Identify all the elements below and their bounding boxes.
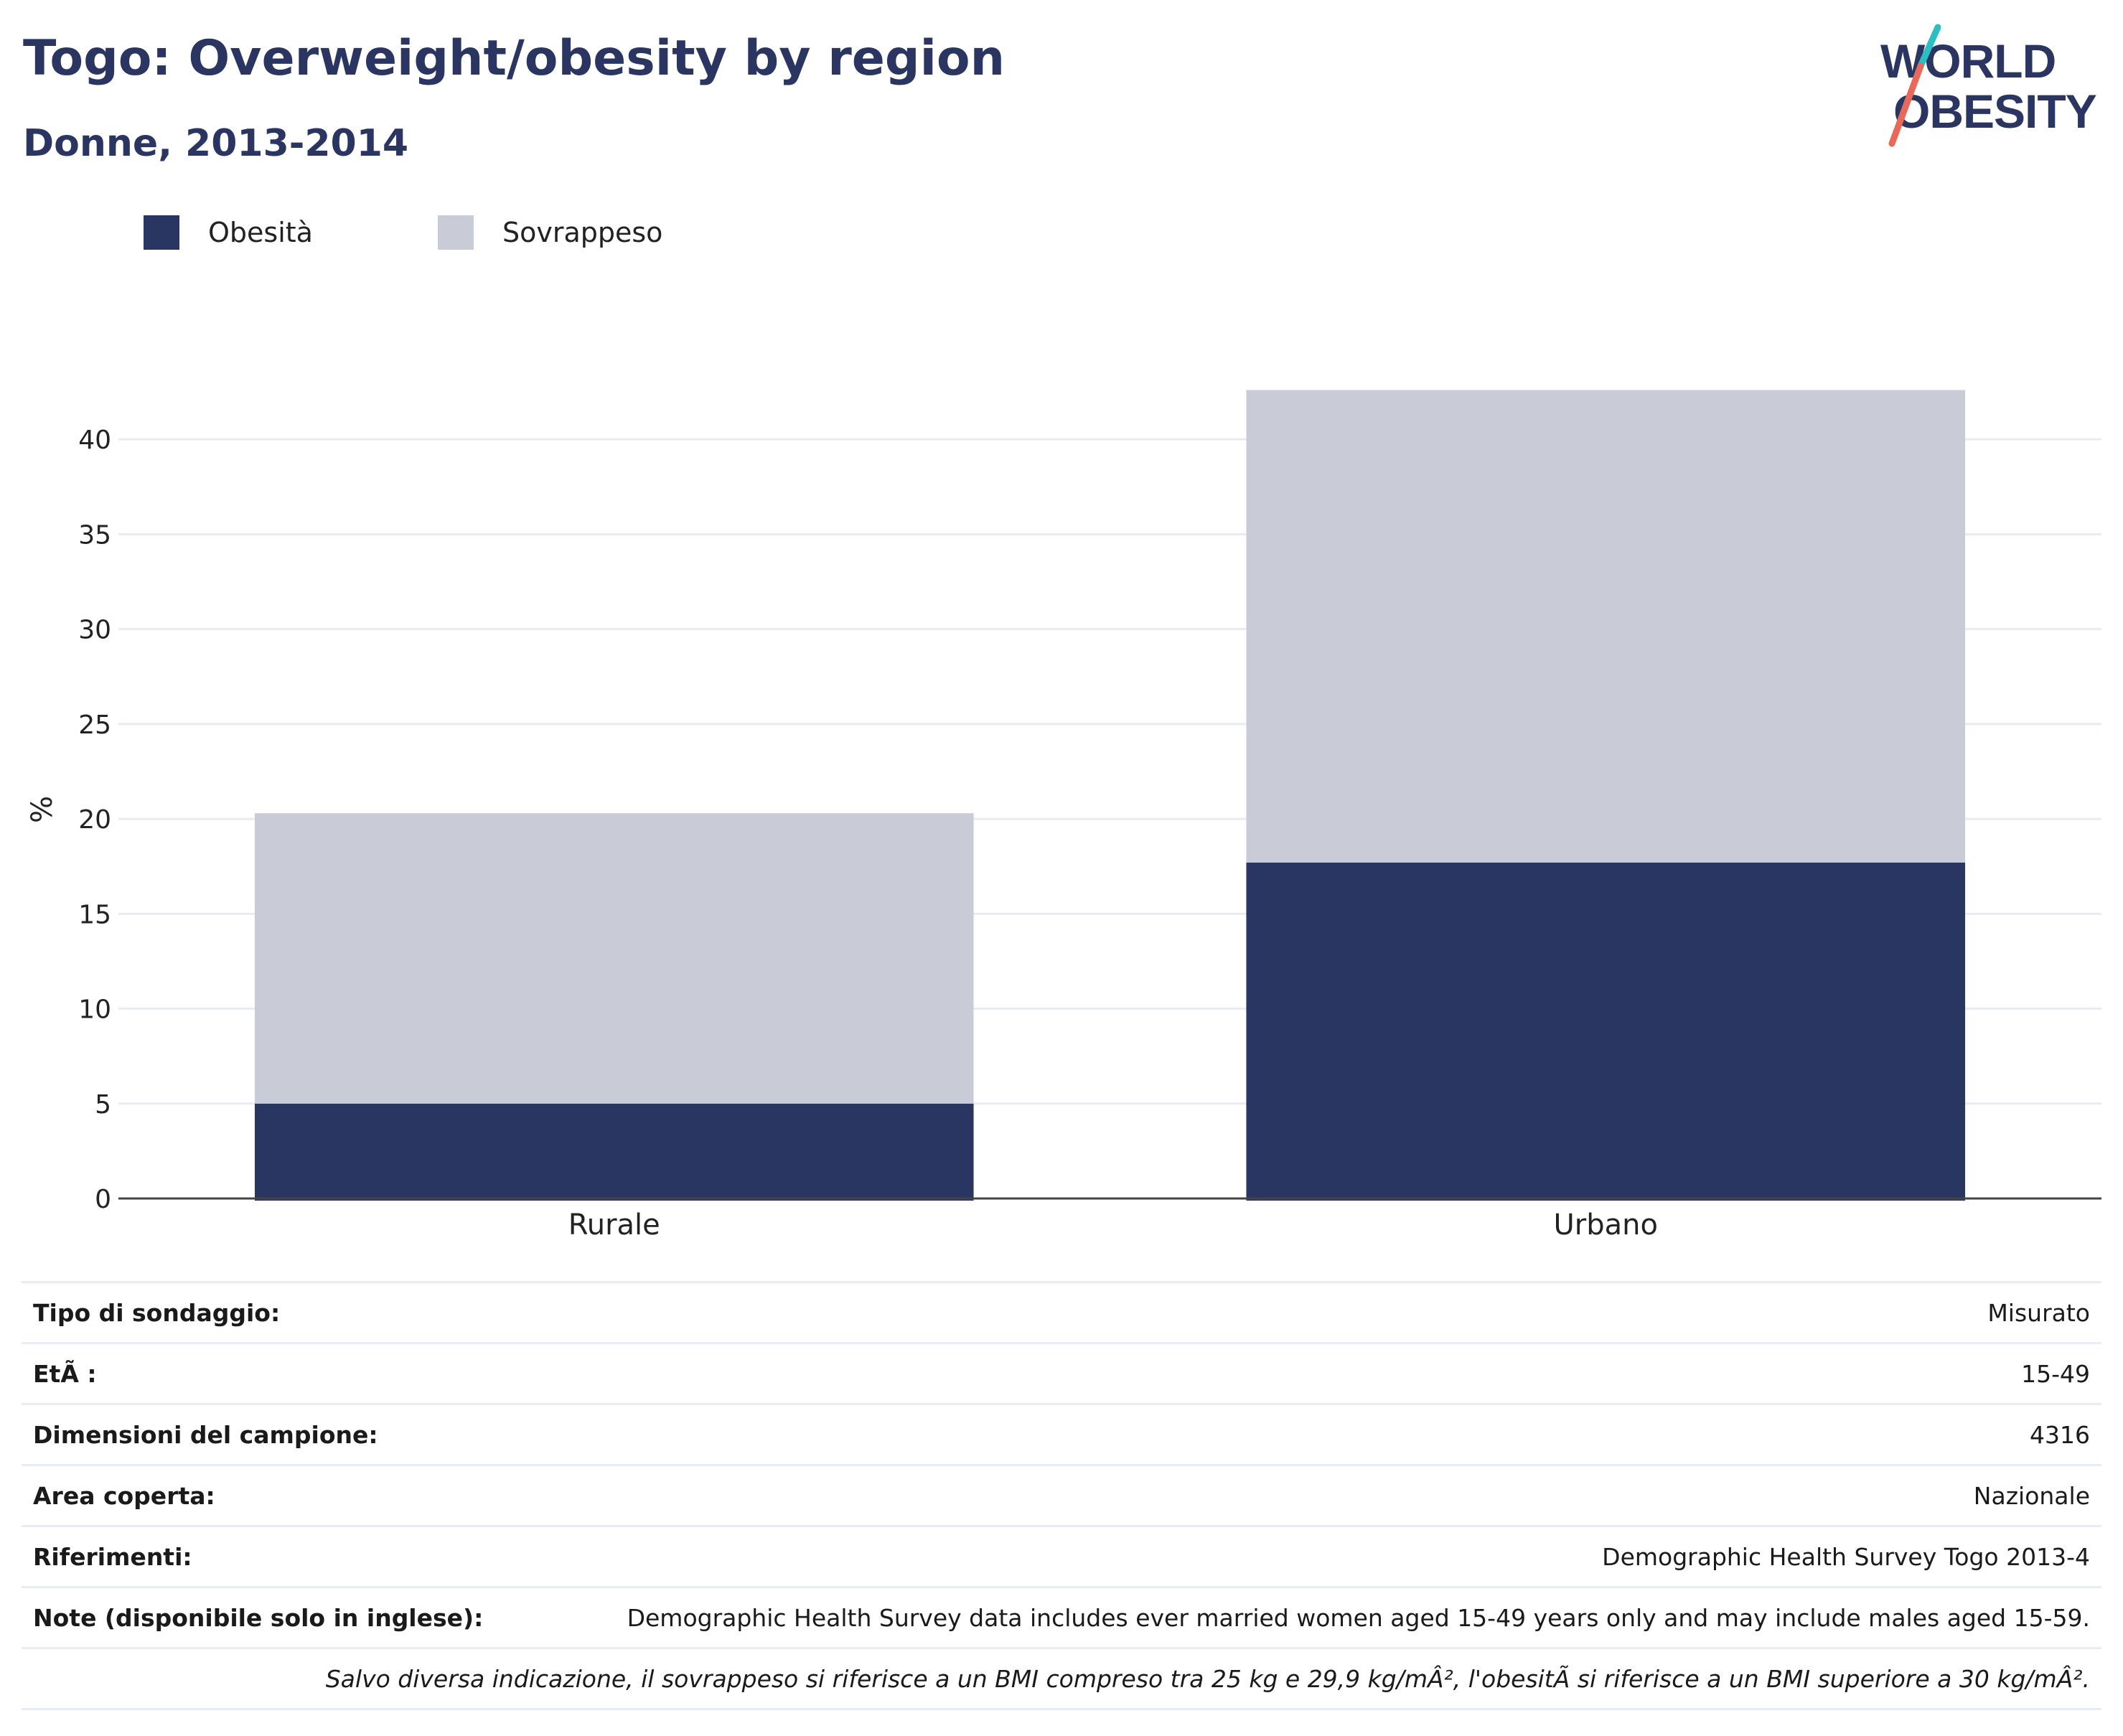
bar-obesity <box>254 1103 974 1201</box>
info-key: Dimensioni del campione: <box>22 1403 524 1465</box>
info-value: Nazionale <box>523 1464 2101 1526</box>
y-tick-label: 5 <box>95 1090 111 1120</box>
footnote-row: Salvo diversa indicazione, il sovrappeso… <box>22 1647 2101 1710</box>
info-value: Demographic Health Survey Togo 2013-4 <box>523 1525 2101 1587</box>
y-tick-label: 30 <box>78 616 111 645</box>
chart-subtitle: Donne, 2013-2014 <box>23 122 409 165</box>
y-tick-label: 0 <box>95 1185 111 1214</box>
svg-text:OBESITY: OBESITY <box>1893 85 2096 138</box>
info-key: Note (disponibile solo in inglese): <box>22 1586 524 1649</box>
legend-label-overweight: Sovrappeso <box>502 217 663 248</box>
svg-text:WORLD: WORLD <box>1880 34 2056 88</box>
stacked-bar-chart: 0 5 10 15 20 25 30 35 40% Rurale Urbano <box>26 390 2101 1242</box>
info-key: EtÃ : <box>22 1342 524 1404</box>
chart-title: Togo: Overweight/obesity by region <box>23 30 1006 87</box>
footnote: Salvo diversa indicazione, il sovrappeso… <box>22 1647 2101 1710</box>
legend-swatch-obesity <box>144 215 179 250</box>
x-tick-label: Urbano <box>1554 1209 1658 1242</box>
info-row: Riferimenti: Demographic Health Survey To… <box>22 1525 2101 1587</box>
info-row: Dimensioni del campione: 4316 <box>22 1403 2101 1465</box>
y-tick-label: 20 <box>78 805 111 835</box>
info-row: Tipo di sondaggio: Misurato <box>22 1281 2101 1343</box>
legend-swatch-overweight <box>438 215 474 250</box>
world-obesity-logo: WORLD OBESITY <box>1880 24 2097 147</box>
info-row: Area coperta: Nazionale <box>22 1464 2101 1526</box>
info-value: Misurato <box>523 1281 2101 1343</box>
legend-label-obesity: Obesità <box>208 217 313 248</box>
bar-obesity <box>1246 862 1966 1201</box>
info-value: Demographic Health Survey data includes … <box>523 1586 2101 1649</box>
bar-overweight <box>254 813 974 1104</box>
survey-info-table: Tipo di sondaggio: Misurato EtÃ :15-49 Dime… <box>22 1281 2101 1710</box>
y-tick-label: 35 <box>78 520 111 550</box>
y-tick-label: 15 <box>78 900 111 929</box>
info-value: 15-49 <box>523 1342 2101 1404</box>
bar-overweight <box>1246 390 1966 863</box>
y-tick-label: 40 <box>78 426 111 455</box>
info-value: 4316 <box>523 1403 2101 1465</box>
y-tick-label: 25 <box>78 710 111 740</box>
y-axis-title: % <box>26 796 59 823</box>
info-row: Note (disponibile solo in inglese): Demog… <box>22 1586 2101 1649</box>
info-key: Tipo di sondaggio: <box>22 1281 524 1343</box>
x-tick-label: Rurale <box>568 1209 660 1242</box>
info-row: EtÃ :15-49 <box>22 1342 2101 1404</box>
info-key: Area coperta: <box>22 1464 524 1526</box>
info-key: Riferimenti: <box>22 1525 524 1587</box>
y-tick-label: 10 <box>78 995 111 1025</box>
